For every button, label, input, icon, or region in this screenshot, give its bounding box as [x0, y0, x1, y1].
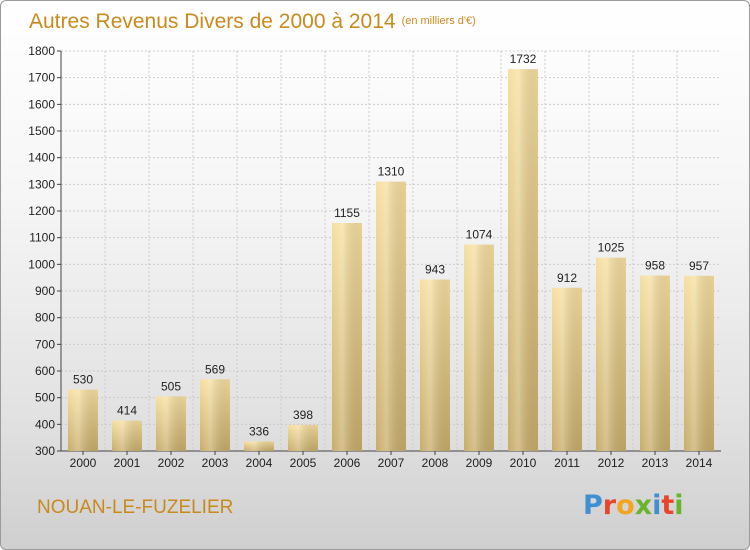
- bar-value-label: 530: [73, 373, 93, 387]
- x-tick-label: 2009: [466, 456, 493, 470]
- y-tick-label: 1200: [28, 204, 55, 218]
- bar-value-label: 1025: [598, 241, 625, 255]
- x-tick-label: 2013: [642, 456, 669, 470]
- bar-value-label: 505: [161, 379, 181, 393]
- bar-value-label: 912: [557, 271, 577, 285]
- x-tick-label: 2000: [70, 456, 97, 470]
- y-tick-label: 600: [35, 364, 55, 378]
- x-tick-label: 2006: [334, 456, 361, 470]
- bars: [68, 69, 714, 451]
- bar-highlight: [420, 279, 450, 451]
- x-tick-label: 2004: [246, 456, 273, 470]
- bar-highlight: [332, 223, 362, 451]
- bar-value-label: 398: [293, 408, 313, 422]
- y-tick-label: 1500: [28, 124, 55, 138]
- bar-value-label: 569: [205, 362, 225, 376]
- bar-value-label: 1155: [334, 206, 360, 220]
- x-tick-label: 2007: [378, 456, 405, 470]
- x-tick-label: 2002: [158, 456, 185, 470]
- x-tick-label: 2010: [510, 456, 537, 470]
- y-tick-label: 1000: [28, 257, 55, 271]
- bar-highlight: [464, 244, 494, 451]
- x-tick-label: 2008: [422, 456, 449, 470]
- axes: 300 400 500 600 700 800 900 1000 1100 1200 1300 140…: [28, 44, 721, 470]
- y-tick-label: 1800: [28, 44, 55, 58]
- y-tick-label: 800: [35, 311, 55, 325]
- y-tick-label: 1300: [28, 177, 55, 191]
- bar-highlight: [68, 389, 98, 451]
- bar-value-label: 943: [425, 263, 445, 277]
- data-labels: 530 414 505 569 336 398 1155 1310 943 1074 1732 912…: [73, 52, 709, 438]
- chart-title-text: Autres Revenus Divers de 2000 à 2014: [29, 10, 396, 33]
- bar-value-label: 957: [689, 259, 709, 273]
- bar-highlight: [244, 441, 274, 451]
- bar-highlight: [684, 275, 714, 451]
- y-tick-label: 700: [35, 337, 55, 351]
- bar-value-label: 1074: [466, 228, 493, 242]
- y-tick-label: 1600: [28, 97, 55, 111]
- x-tick-label: 2005: [290, 456, 317, 470]
- bar-highlight: [552, 287, 582, 451]
- x-tick-label: 2012: [598, 456, 625, 470]
- y-tick-label: 300: [35, 444, 55, 458]
- bar-value-label: 1732: [510, 52, 537, 66]
- unit-note: (en milliers d'€): [401, 15, 476, 27]
- grid-lines: [61, 50, 721, 452]
- bar-highlight: [288, 424, 318, 451]
- chart-title: Autres Revenus Divers de 2000 à 2014 (en …: [29, 10, 476, 34]
- bar-highlight: [112, 420, 142, 451]
- bar-highlight: [200, 379, 230, 451]
- bar-highlight: [640, 275, 670, 451]
- y-tick-label: 1700: [28, 71, 55, 85]
- bar-highlight: [376, 181, 406, 451]
- bar-highlight: [156, 396, 186, 451]
- proxiti-logo: Proxiti: [583, 490, 684, 521]
- town-name: NOUAN-LE-FUZELIER: [37, 497, 234, 518]
- bar-highlight: [596, 257, 626, 451]
- bar-value-label: 1310: [378, 165, 405, 179]
- y-tick-label: 1100: [29, 231, 55, 245]
- y-tick-label: 1400: [28, 151, 55, 165]
- x-tick-label: 2003: [202, 456, 229, 470]
- x-tick-label: 2014: [686, 456, 713, 470]
- x-tick-label: 2011: [554, 456, 580, 470]
- y-tick-label: 400: [35, 417, 55, 431]
- x-tick-label: 2001: [114, 456, 141, 470]
- y-tick-label: 900: [35, 284, 55, 298]
- y-tick-label: 500: [35, 391, 55, 405]
- bar-value-label: 958: [645, 259, 665, 273]
- bar-value-label: 336: [249, 424, 269, 438]
- bar-value-label: 414: [117, 404, 137, 418]
- bar-highlight: [508, 69, 538, 451]
